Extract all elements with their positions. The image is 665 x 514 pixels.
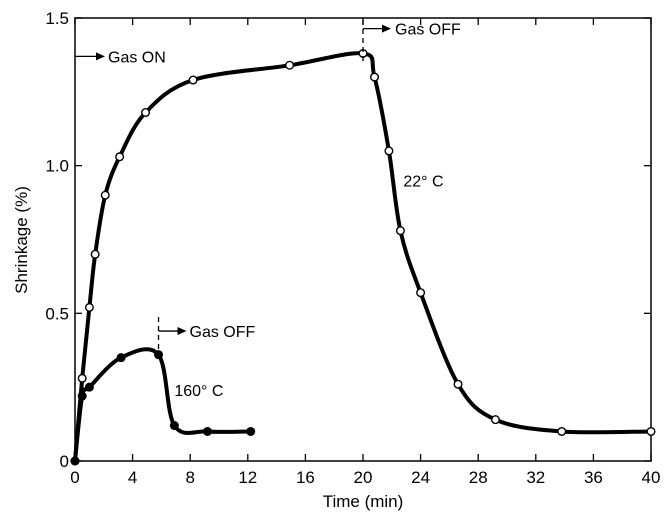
y-tick-label: 0	[60, 452, 69, 471]
data-point-open	[100, 190, 110, 200]
x-tick-label: 40	[642, 468, 661, 487]
data-point-open	[370, 72, 380, 82]
x-axis-label: Time (min)	[323, 492, 404, 511]
data-point-filled	[84, 382, 94, 392]
x-tick-label: 16	[296, 468, 315, 487]
axis-tick-labels: 0 4 8 12 16 20 24 28 32 36 40 0 0.5 1.0 1.5	[45, 9, 660, 487]
data-point-filled	[70, 456, 80, 466]
x-tick-label: 24	[411, 468, 430, 487]
data-point-open	[646, 426, 656, 436]
y-axis-label: Shrinkage (%)	[12, 186, 31, 294]
data-point-open	[557, 426, 567, 436]
data-point-filled	[77, 391, 87, 401]
data-point-open	[115, 152, 125, 162]
data-point-open	[90, 249, 100, 259]
gas-on-arrow-head	[96, 52, 105, 61]
data-point-open	[141, 108, 151, 118]
data-point-open	[84, 302, 94, 312]
axis-ticks	[74, 17, 652, 462]
y-tick-label: 0.5	[45, 304, 69, 323]
data-point-open	[416, 288, 426, 298]
gas-off-arrow-160c-head	[177, 327, 187, 336]
y-tick-label: 1.5	[45, 9, 69, 28]
series-lines	[73, 51, 653, 463]
x-tick-label: 36	[584, 468, 603, 487]
plot-frame	[74, 17, 652, 462]
x-tick-label: 20	[354, 468, 373, 487]
x-tick-label: 28	[469, 468, 488, 487]
x-tick-label: 4	[128, 468, 137, 487]
data-point-open	[490, 415, 500, 425]
data-point-open	[395, 226, 405, 236]
data-point-open	[285, 60, 295, 70]
data-point-filled	[154, 350, 164, 360]
series-line	[73, 51, 653, 463]
series-line	[73, 347, 253, 463]
gas-on-label: Gas ON	[108, 49, 166, 66]
data-point-open	[453, 379, 463, 389]
x-tick-label: 12	[238, 468, 257, 487]
gas-off-label-22c: Gas OFF	[395, 22, 461, 39]
data-point-filled	[202, 426, 212, 436]
data-point-filled	[169, 421, 179, 431]
gas-off-label-160c: Gas OFF	[190, 324, 256, 341]
y-tick-label: 1.0	[45, 157, 69, 176]
x-tick-label: 8	[185, 468, 194, 487]
data-point-open	[77, 373, 87, 383]
data-point-open	[384, 146, 394, 156]
series-markers	[70, 48, 656, 466]
data-point-filled	[116, 353, 126, 363]
x-tick-label: 0	[70, 468, 79, 487]
data-point-open	[188, 75, 198, 85]
series-label-22c: 22° C	[403, 173, 443, 190]
annotations: Gas ON Gas OFF Gas OFF 22° C 160° C	[75, 20, 461, 400]
gas-off-arrow-22c-head	[382, 24, 391, 33]
data-point-filled	[246, 426, 256, 436]
x-tick-label: 32	[526, 468, 545, 487]
series-label-160c: 160° C	[174, 383, 223, 400]
